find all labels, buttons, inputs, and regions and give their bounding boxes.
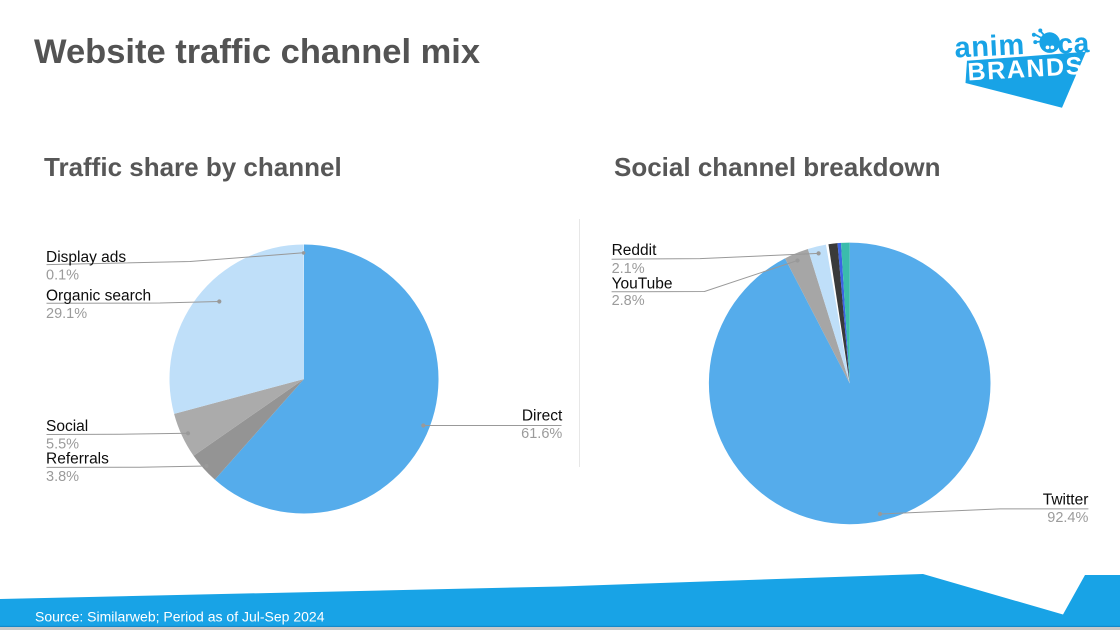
svg-text:Social: Social [46,418,88,435]
svg-text:3.8%: 3.8% [46,469,79,485]
svg-text:Twitter: Twitter [1043,492,1089,509]
svg-text:61.6%: 61.6% [521,426,562,442]
svg-text:0.1%: 0.1% [46,267,79,283]
svg-text:Source: Similarweb; Period as: Source: Similarweb; Period as of Jul-Sep… [35,609,325,625]
svg-text:29.1%: 29.1% [46,306,87,322]
svg-text:Organic search: Organic search [46,287,151,304]
svg-text:2.1%: 2.1% [612,261,645,277]
svg-text:Referrals: Referrals [46,451,109,468]
svg-text:5.5%: 5.5% [46,437,79,453]
svg-text:ca: ca [1057,27,1091,60]
svg-text:92.4%: 92.4% [1047,510,1088,526]
svg-text:2.8%: 2.8% [612,293,645,309]
svg-text:YouTube: YouTube [612,276,673,293]
svg-text:Direct: Direct [522,408,563,425]
svg-text:Display ads: Display ads [46,249,126,266]
svg-text:Reddit: Reddit [612,242,657,259]
svg-text:BRANDS: BRANDS [967,52,1085,87]
svg-text:anim: anim [954,29,1026,65]
